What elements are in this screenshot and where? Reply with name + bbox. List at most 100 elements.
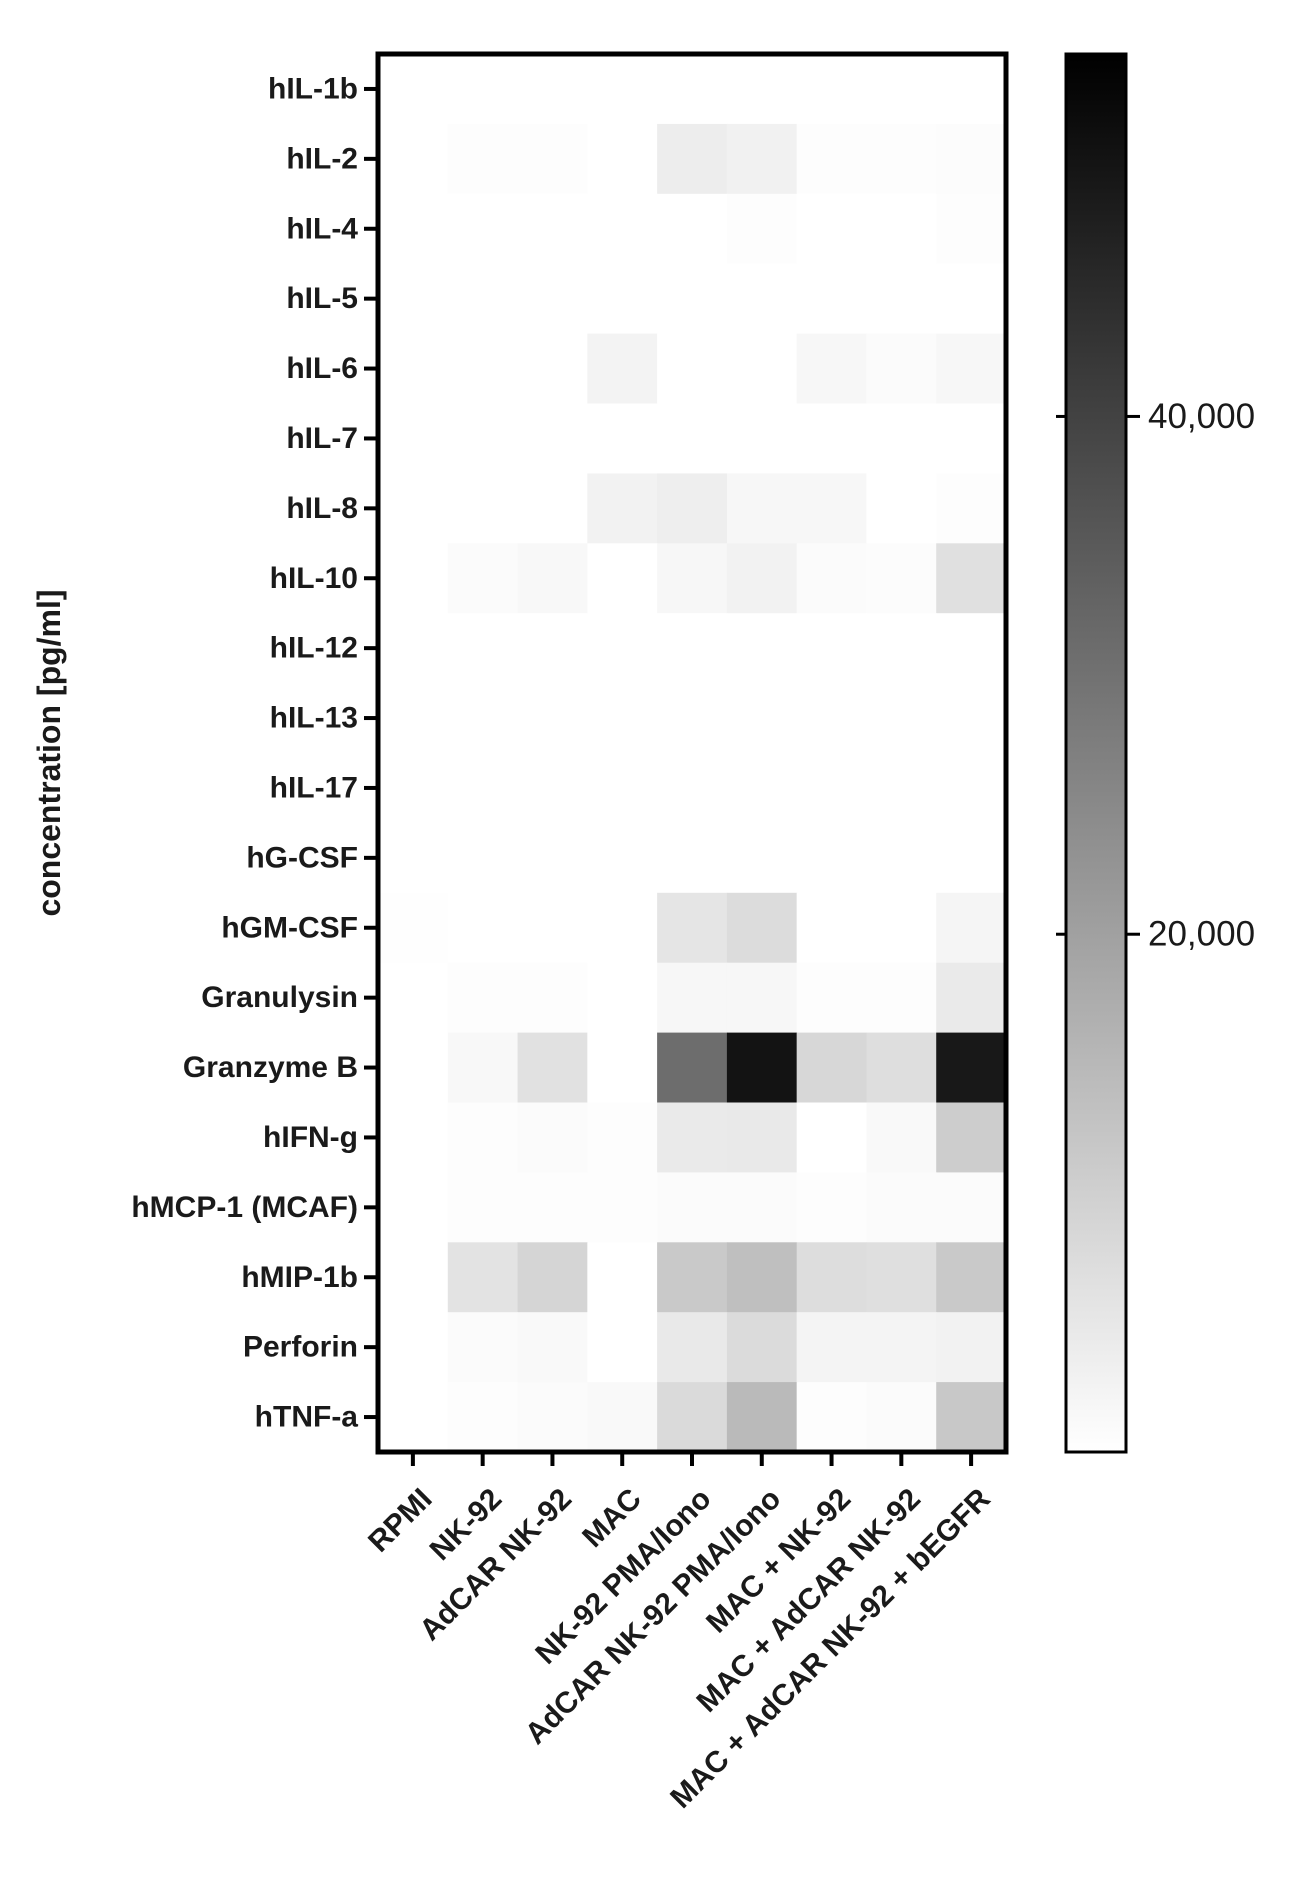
heatmap-cell (517, 613, 588, 684)
heatmap-cell (866, 613, 937, 684)
row-label: hMIP-1b (241, 1261, 358, 1294)
heatmap-cell (587, 683, 658, 754)
heatmap-cell (587, 403, 658, 474)
heatmap-cell (726, 1242, 798, 1313)
heatmap-cell (587, 1382, 658, 1453)
heatmap-cell (796, 822, 867, 894)
heatmap-cell (866, 1382, 937, 1453)
heatmap-cell (447, 54, 519, 125)
heatmap-cell (657, 543, 728, 614)
heatmap-cell (796, 54, 867, 125)
heatmap-cell (587, 822, 658, 894)
heatmap-cell (726, 403, 798, 474)
row-label: hIL-12 (270, 632, 358, 665)
heatmap-cell (866, 473, 937, 544)
heatmap-cell (796, 403, 867, 474)
heatmap-cell (587, 543, 658, 614)
column-ticks (410, 1452, 974, 1466)
heatmap-cell (447, 123, 519, 195)
heatmap-cell (378, 1102, 449, 1173)
heatmap-cell (378, 1032, 449, 1103)
heatmap-cell (378, 822, 449, 894)
colorbar (1064, 52, 1128, 1454)
heatmap-cell (447, 1032, 519, 1103)
heatmap-cell (517, 123, 588, 195)
row-label: hIL-7 (286, 422, 358, 455)
heatmap-cell (796, 333, 867, 404)
heatmap-cell (657, 333, 728, 404)
heatmap-cell (726, 962, 798, 1034)
heatmap-cell (517, 1102, 588, 1173)
heatmap-cell (587, 753, 658, 824)
row-label: hG-CSF (246, 841, 358, 874)
heatmap-cell (447, 753, 519, 824)
heatmap-cell (447, 333, 519, 404)
heatmap-cell (378, 1242, 449, 1313)
heatmap-cell (796, 263, 867, 335)
heatmap-cell (936, 1032, 1007, 1103)
heatmap-cell (657, 1102, 728, 1173)
heatmap-cell (936, 962, 1007, 1034)
heatmap-cell (726, 263, 798, 335)
heatmap-cell (587, 473, 658, 544)
heatmap-cell (587, 193, 658, 265)
heatmap-cells (378, 54, 1007, 1453)
heatmap-cell (936, 1102, 1007, 1173)
heatmap-cell (726, 892, 798, 964)
heatmap-cell (587, 613, 658, 684)
heatmap-cell (378, 753, 449, 824)
heatmap-cell (447, 1382, 519, 1453)
heatmap-cell (726, 753, 798, 824)
heatmap-cell (866, 683, 937, 754)
row-label: hIL-2 (286, 142, 358, 175)
heatmap-cell (796, 892, 867, 964)
heatmap-cell (936, 822, 1007, 894)
row-label: Granulysin (201, 981, 358, 1014)
heatmap-cell (796, 683, 867, 754)
heatmap-cell (517, 193, 588, 265)
heatmap-cell (657, 1312, 728, 1383)
heatmap-cell (866, 333, 937, 404)
heatmap-cell (378, 473, 449, 544)
heatmap-cell (447, 613, 519, 684)
heatmap-cell (796, 1032, 867, 1103)
heatmap-cell (447, 1172, 519, 1243)
heatmap-cell (378, 613, 449, 684)
row-label: Granzyme B (183, 1051, 358, 1084)
heatmap-cell (726, 473, 798, 544)
heatmap-cell (726, 1102, 798, 1173)
heatmap-cell (657, 892, 728, 964)
heatmap-cell (517, 1032, 588, 1103)
heatmap-cell (726, 683, 798, 754)
heatmap-cell (447, 543, 519, 614)
heatmap-cell (517, 1312, 588, 1383)
heatmap-cell (378, 1312, 449, 1383)
heatmap-cell (726, 543, 798, 614)
heatmap-cell (587, 1312, 658, 1383)
colorbar-tick-label: 20,000 (1148, 915, 1255, 954)
heatmap-cell (726, 123, 798, 195)
heatmap-cell (796, 1242, 867, 1313)
heatmap-cell (726, 1382, 798, 1453)
heatmap-cell (796, 962, 867, 1034)
heatmap-cell (447, 1242, 519, 1313)
heatmap-cell (866, 1312, 937, 1383)
heatmap-cell (447, 1312, 519, 1383)
heatmap-cell (587, 123, 658, 195)
heatmap-cell (587, 263, 658, 335)
heatmap-cell (936, 1312, 1007, 1383)
heatmap-cell (796, 193, 867, 265)
heatmap-cell (587, 333, 658, 404)
heatmap-cell (866, 1172, 937, 1243)
y-axis-title: concentration [pg/ml] (31, 589, 67, 916)
heatmap-cell (447, 822, 519, 894)
heatmap-cell (517, 1382, 588, 1453)
heatmap-cell (657, 403, 728, 474)
heatmap-cell (936, 403, 1007, 474)
heatmap-cell (796, 543, 867, 614)
heatmap-cell (726, 1032, 798, 1103)
heatmap-cell (378, 193, 449, 265)
heatmap-cell (936, 1382, 1007, 1453)
